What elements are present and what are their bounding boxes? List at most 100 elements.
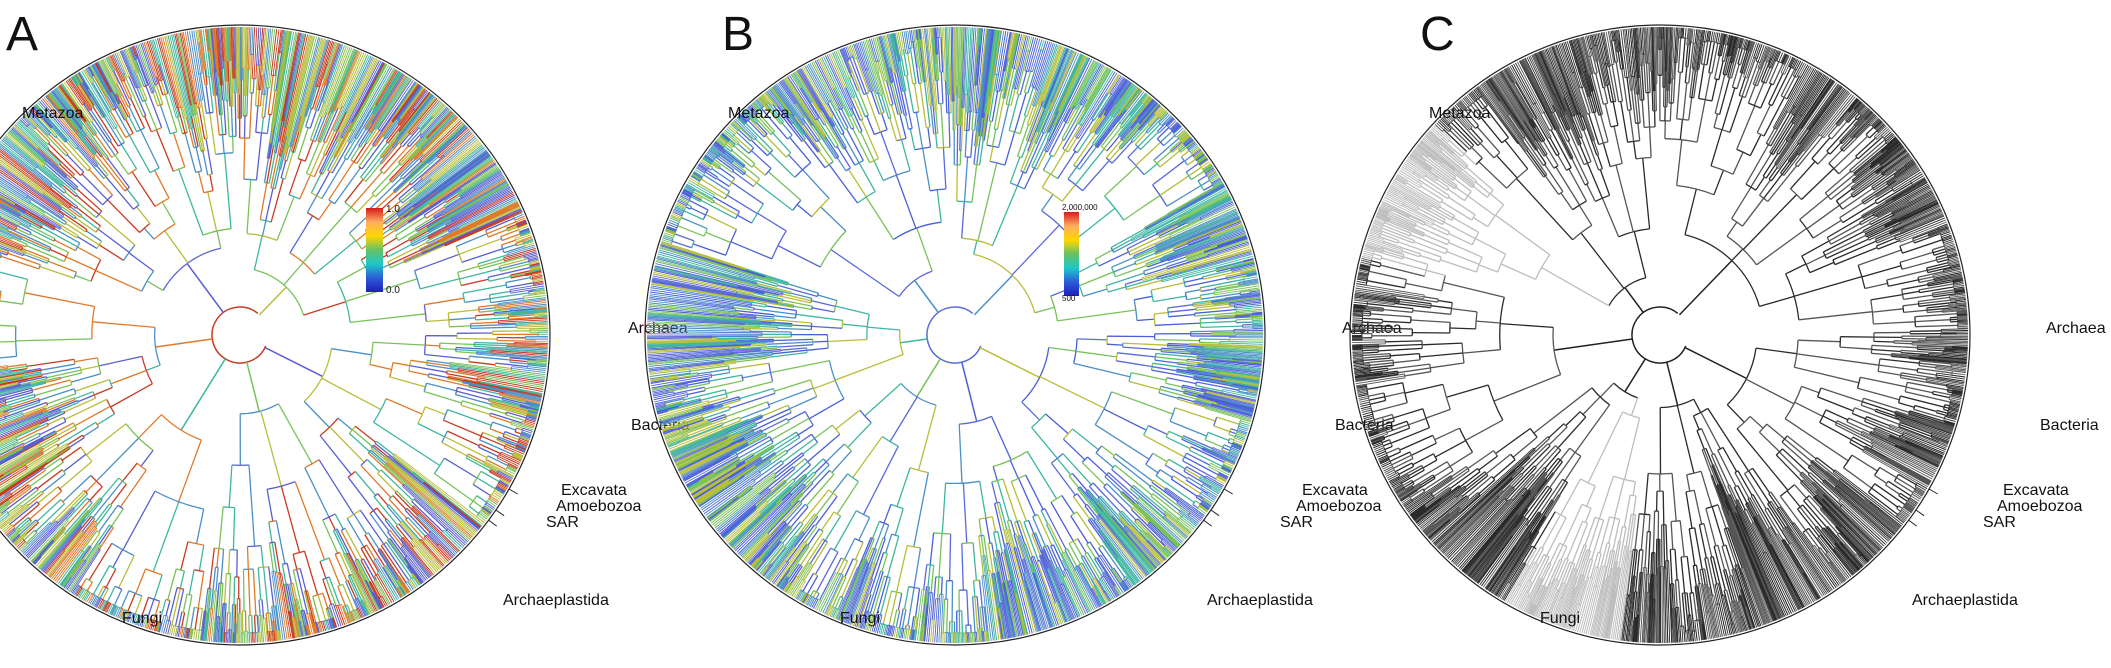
- branch-stem: [13, 517, 29, 531]
- leaf-fan: [463, 379, 543, 399]
- branch-stem: [1165, 382, 1183, 388]
- branch-stem: [93, 75, 114, 111]
- leaf-fan: [1022, 558, 1048, 631]
- branch-stem: [249, 54, 253, 93]
- branch-stem: [63, 515, 92, 551]
- branch-stem: [160, 80, 167, 95]
- branch-stem: [280, 127, 286, 143]
- leaf-fan: [12, 535, 22, 545]
- branch-stem: [304, 140, 314, 162]
- leaf-fan: [936, 593, 944, 643]
- branch-stem: [500, 263, 530, 272]
- branch-arc: [1213, 416, 1218, 427]
- branch-stem: [494, 308, 535, 314]
- leaf-fan: [331, 617, 338, 629]
- branch-stem: [275, 51, 283, 92]
- branch-stem: [915, 112, 924, 149]
- branch-arc: [1897, 395, 1902, 403]
- leaf-fan: [285, 34, 313, 137]
- branch-stem: [110, 508, 124, 527]
- branch-stem: [835, 409, 861, 430]
- leaf-fan: [167, 34, 194, 130]
- leaf-fan: [304, 39, 331, 117]
- branch-stem: [317, 81, 329, 112]
- branch-arc: [462, 292, 466, 303]
- branch-arc: [73, 388, 77, 394]
- branch-stem: [164, 94, 178, 132]
- branch-stem: [30, 233, 69, 253]
- branch-stem: [39, 412, 65, 425]
- leaf-fan: [1021, 579, 1040, 633]
- branch-stem: [1095, 557, 1116, 587]
- branch-stem: [352, 429, 373, 447]
- branch-stem: [426, 361, 451, 367]
- colorbar-a: [366, 208, 383, 292]
- leaf-fan: [1129, 524, 1165, 564]
- branch-arc: [154, 327, 161, 366]
- branch-stem: [19, 223, 55, 242]
- branch-stem: [490, 292, 529, 300]
- branch-arc: [854, 159, 864, 166]
- branch-stem: [114, 102, 126, 121]
- branch-arc: [369, 342, 374, 365]
- panel-a: A 1.0 0.0 Metazoa Archaea Bacteria Excav…: [0, 8, 690, 646]
- branch-stem: [96, 165, 107, 178]
- leaf-fan: [912, 629, 918, 641]
- branch-arc: [786, 418, 790, 423]
- branch-stem: [328, 161, 355, 201]
- branch-stem: [948, 112, 951, 148]
- branch-stem: [1062, 453, 1092, 486]
- branch-stem: [1003, 549, 1015, 590]
- leaf-fan: [534, 339, 549, 344]
- branch-stem: [751, 304, 766, 308]
- leaf-fan: [380, 72, 404, 108]
- branch-stem: [1168, 313, 1195, 318]
- branch-arc: [764, 168, 772, 176]
- branch-stem: [1092, 482, 1121, 513]
- branch-stem: [474, 345, 507, 349]
- branch-stem: [813, 379, 836, 390]
- branch-stem: [1236, 321, 1253, 324]
- branch-stem: [1183, 392, 1210, 401]
- branch-stem: [1046, 524, 1065, 561]
- branch-stem: [1050, 545, 1065, 578]
- leaf-fan: [1047, 594, 1062, 626]
- branch-stem: [83, 498, 102, 520]
- leaf-fan: [1203, 392, 1256, 408]
- leaf-fan: [5, 528, 16, 538]
- branch-stem: [1037, 514, 1053, 546]
- branch-stem: [318, 459, 355, 515]
- leaf-fan: [217, 27, 224, 70]
- branch-stem: [979, 481, 987, 519]
- leaf-fan: [1145, 532, 1170, 558]
- branch-stem: [340, 530, 358, 561]
- leaf-fan: [536, 315, 548, 319]
- branch-stem: [1015, 533, 1025, 560]
- branch-stem: [383, 145, 409, 175]
- leaf-fan: [12, 124, 40, 150]
- leaf-fan: [1093, 584, 1107, 605]
- branch-stem: [1132, 507, 1150, 524]
- leaf-fan: [49, 520, 98, 581]
- branch-stem: [143, 227, 155, 240]
- branch-stem: [86, 423, 127, 456]
- label-metazoa-a: Metazoa: [22, 105, 83, 122]
- branch-arc: [268, 519, 277, 523]
- branch-stem: [317, 594, 327, 621]
- branch-stem: [406, 507, 431, 533]
- branch-stem: [48, 143, 81, 176]
- branch-stem: [268, 521, 273, 543]
- branch-stem: [251, 615, 254, 633]
- branch-arc: [989, 160, 1006, 166]
- branch-stem: [456, 390, 490, 401]
- branch-stem: [371, 107, 399, 146]
- branch-stem: [1169, 420, 1207, 437]
- legend-min-b: 500: [1062, 294, 1076, 303]
- branch-stem: [386, 518, 403, 539]
- branch-stem: [98, 525, 113, 545]
- branch-stem: [97, 228, 130, 253]
- leaf-fan: [52, 525, 98, 583]
- branch-stem: [1158, 392, 1178, 399]
- leaf-fan: [492, 488, 504, 499]
- leaf-fan: [1038, 554, 1068, 623]
